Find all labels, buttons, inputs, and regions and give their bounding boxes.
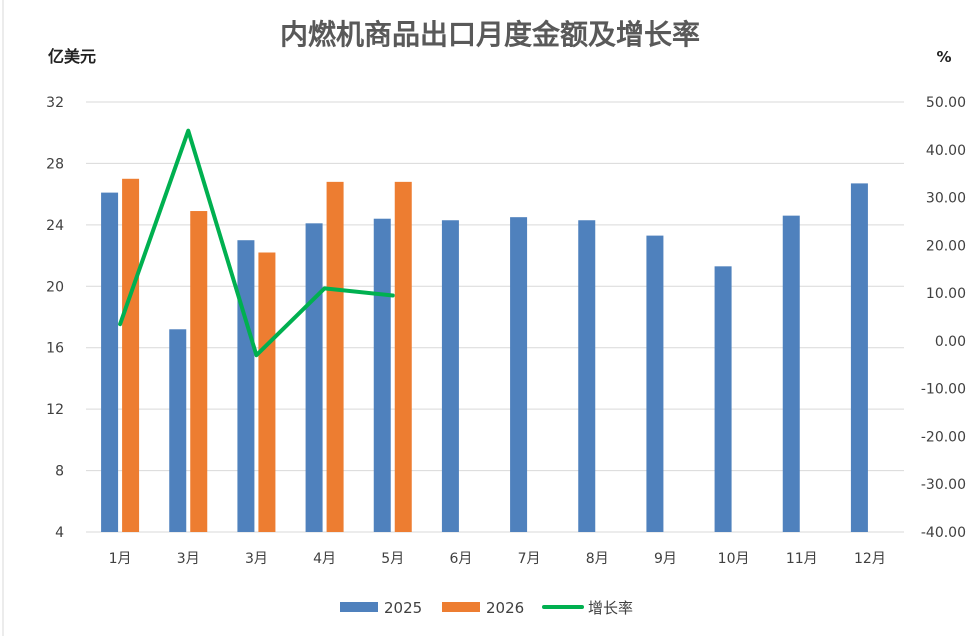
x-tick-label: 8月 (586, 551, 609, 567)
x-tick-label: 6月 (449, 551, 472, 567)
bar-2025-1 (101, 192, 119, 532)
bar-2025-12 (850, 183, 868, 532)
x-tick-label: 11月 (786, 551, 818, 567)
growth-rate-line (118, 128, 395, 358)
bar-2025-5 (373, 218, 391, 532)
bar-2026-5 (394, 181, 412, 532)
chart-title: 内燃机商品出口月度金额及增长率 (280, 18, 700, 51)
bars (101, 178, 868, 533)
left-tick-label: 20 (46, 279, 64, 295)
right-tick-label: 20.00 (926, 238, 966, 254)
x-tick-label: 1月 (109, 551, 132, 567)
x-tick-label: 3月 (177, 551, 200, 567)
legend-label: 2025 (384, 599, 422, 617)
right-tick-label: 30.00 (926, 191, 966, 207)
bar-2025-10 (714, 266, 732, 532)
x-tick-label: 7月 (518, 551, 541, 567)
bar-2025-3 (237, 240, 255, 532)
legend-swatch-2026 (442, 602, 480, 612)
x-tick-label: 5月 (381, 551, 404, 567)
x-tick-label: 12月 (854, 551, 886, 567)
x-tick-label: 9月 (654, 551, 677, 567)
right-tick-label: -20.00 (921, 429, 966, 445)
growth-line (118, 128, 395, 358)
bar-2025-2 (169, 329, 187, 532)
bar-2026-4 (326, 181, 344, 532)
bar-2025-7 (510, 217, 528, 532)
gridlines (2, 0, 904, 636)
x-tick-label: 4月 (313, 551, 336, 567)
left-tick-label: 24 (46, 218, 64, 234)
legend-label: 2026 (486, 599, 524, 617)
left-tick-label: 16 (46, 341, 64, 357)
bar-2025-4 (305, 223, 323, 533)
left-tick-label: 4 (55, 525, 64, 541)
right-tick-label: -10.00 (921, 382, 966, 398)
right-tick-label: -40.00 (921, 525, 966, 541)
right-axis-unit: % (936, 48, 951, 66)
bar-2026-3 (258, 252, 276, 532)
bar-2025-9 (646, 235, 664, 532)
bar-2025-6 (441, 220, 459, 532)
axis-labels: 4 8 12 16 20 24 28 32 -40.00 -30.00 -20.00 -10.00 0.… (46, 95, 966, 567)
bar-2026-2 (190, 211, 208, 533)
legend-swatch-2025 (340, 602, 378, 612)
right-tick-label: 40.00 (926, 143, 966, 159)
right-tick-label: 10.00 (926, 286, 966, 302)
right-tick-label: 50.00 (926, 95, 966, 111)
left-tick-label: 12 (46, 402, 64, 418)
x-tick-label: 10月 (718, 551, 750, 567)
right-tick-label: -30.00 (921, 477, 966, 493)
left-axis-unit: 亿美元 (48, 47, 96, 66)
bar-2025-11 (782, 215, 800, 532)
left-tick-label: 8 (55, 464, 64, 480)
bar-2025-8 (578, 220, 596, 532)
bar-2026-1 (122, 178, 140, 533)
left-tick-label: 28 (46, 156, 64, 172)
right-tick-label: 0.00 (935, 334, 966, 350)
left-tick-label: 32 (46, 95, 64, 111)
legend-label: 增长率 (588, 599, 633, 617)
x-tick-label: 3月 (245, 551, 268, 567)
legend: 2025 2026 增长率 (340, 599, 633, 617)
